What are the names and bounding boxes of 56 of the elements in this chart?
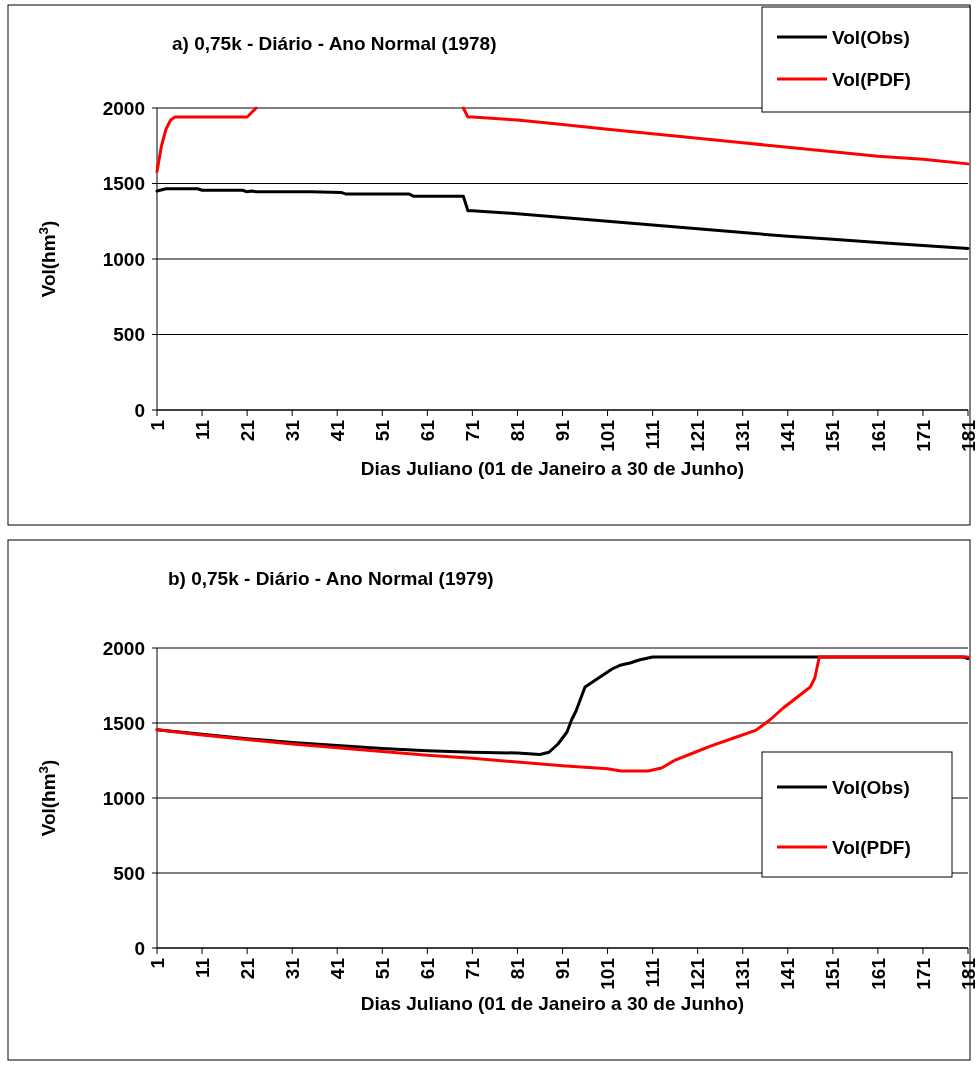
x-tick-label: 171	[912, 957, 934, 990]
x-tick-label: 11	[191, 957, 213, 979]
legend-label: Vol(PDF)	[832, 836, 911, 858]
x-tick-label: 111	[642, 957, 664, 988]
x-tick-label: 71	[462, 419, 484, 442]
x-tick-label: 181	[957, 419, 978, 452]
x-tick-label: 171	[912, 419, 934, 452]
x-tick-label: 61	[416, 419, 438, 442]
x-tick-label: 161	[867, 957, 889, 990]
chart-title: b) 0,75k - Diário - Ano Normal (1979)	[168, 568, 494, 589]
y-tick-label: 500	[113, 324, 145, 346]
x-tick-label: 121	[687, 419, 709, 452]
x-tick-label: 21	[236, 957, 258, 980]
x-tick-label: 31	[281, 419, 303, 442]
y-tick-label: 0	[134, 937, 145, 959]
x-tick-label: 151	[822, 419, 844, 452]
x-tick-label: 141	[777, 419, 799, 452]
x-tick-label: 161	[867, 419, 889, 452]
y-tick-label: 0	[134, 399, 145, 421]
x-tick-label: 41	[326, 957, 348, 980]
legend-label: Vol(Obs)	[832, 26, 910, 48]
x-tick-label: 71	[462, 957, 484, 980]
legend-label: Vol(PDF)	[832, 68, 911, 90]
x-tick-label: 21	[236, 419, 258, 442]
x-tick-label: 51	[371, 419, 393, 442]
y-tick-label: 1000	[102, 787, 145, 809]
legend-label: Vol(Obs)	[832, 776, 910, 798]
x-tick-label: 41	[326, 419, 348, 442]
y-tick-label: 2000	[102, 97, 145, 119]
x-tick-label: 61	[416, 957, 438, 980]
x-axis-title: Dias Juliano (01 de Janeiro a 30 de Junho)	[360, 458, 745, 479]
x-tick-label: 101	[597, 957, 619, 990]
x-tick-label: 91	[552, 957, 574, 980]
x-tick-label: 121	[687, 957, 709, 990]
x-tick-label: 1	[146, 957, 168, 969]
x-tick-label: 131	[732, 419, 754, 452]
y-tick-label: 1500	[102, 173, 145, 195]
x-axis-title: Dias Juliano (01 de Janeiro a 30 de Junho)	[360, 993, 745, 1014]
x-tick-label: 11	[191, 419, 213, 441]
x-tick-label: 81	[507, 419, 529, 442]
x-tick-label: 81	[507, 957, 529, 980]
x-tick-label: 111	[642, 419, 664, 450]
chart-title: a) 0,75k - Diário - Ano Normal (1978)	[172, 33, 497, 54]
x-tick-label: 151	[822, 957, 844, 990]
x-tick-label: 131	[732, 957, 754, 990]
y-tick-label: 1000	[102, 248, 145, 270]
x-tick-label: 141	[777, 957, 799, 990]
x-tick-label: 101	[597, 419, 619, 452]
y-tick-label: 2000	[102, 637, 145, 659]
x-tick-label: 181	[957, 957, 978, 990]
x-tick-label: 51	[371, 957, 393, 980]
x-tick-label: 91	[552, 419, 574, 442]
y-tick-label: 1500	[102, 712, 145, 734]
x-tick-label: 31	[281, 957, 303, 980]
y-tick-label: 500	[113, 862, 145, 884]
x-tick-label: 1	[146, 419, 168, 431]
